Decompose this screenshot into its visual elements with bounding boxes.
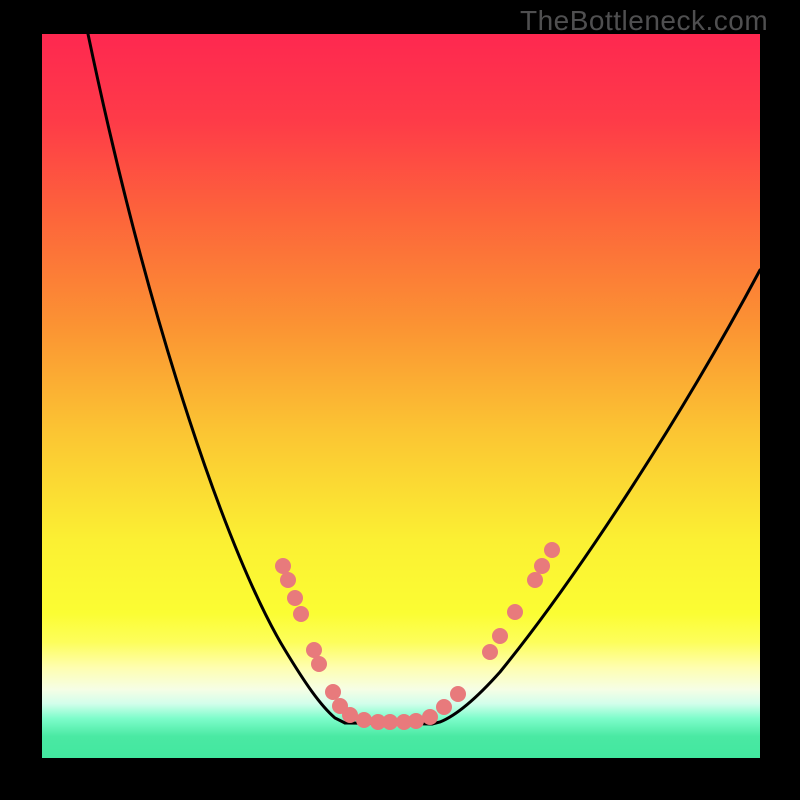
chart-stage: TheBottleneck.com	[0, 0, 800, 800]
data-point	[534, 558, 550, 574]
data-point	[408, 713, 424, 729]
data-point	[544, 542, 560, 558]
curve-overlay	[0, 0, 800, 800]
data-point	[382, 714, 398, 730]
data-point	[450, 686, 466, 702]
data-point	[275, 558, 291, 574]
data-point	[306, 642, 322, 658]
data-point	[311, 656, 327, 672]
data-point	[492, 628, 508, 644]
data-point	[280, 572, 296, 588]
data-point	[507, 604, 523, 620]
data-point	[482, 644, 498, 660]
data-point	[293, 606, 309, 622]
data-point	[287, 590, 303, 606]
data-point	[422, 709, 438, 725]
data-point	[325, 684, 341, 700]
data-point	[527, 572, 543, 588]
data-point	[356, 712, 372, 728]
data-point	[342, 707, 358, 723]
data-point	[436, 699, 452, 715]
